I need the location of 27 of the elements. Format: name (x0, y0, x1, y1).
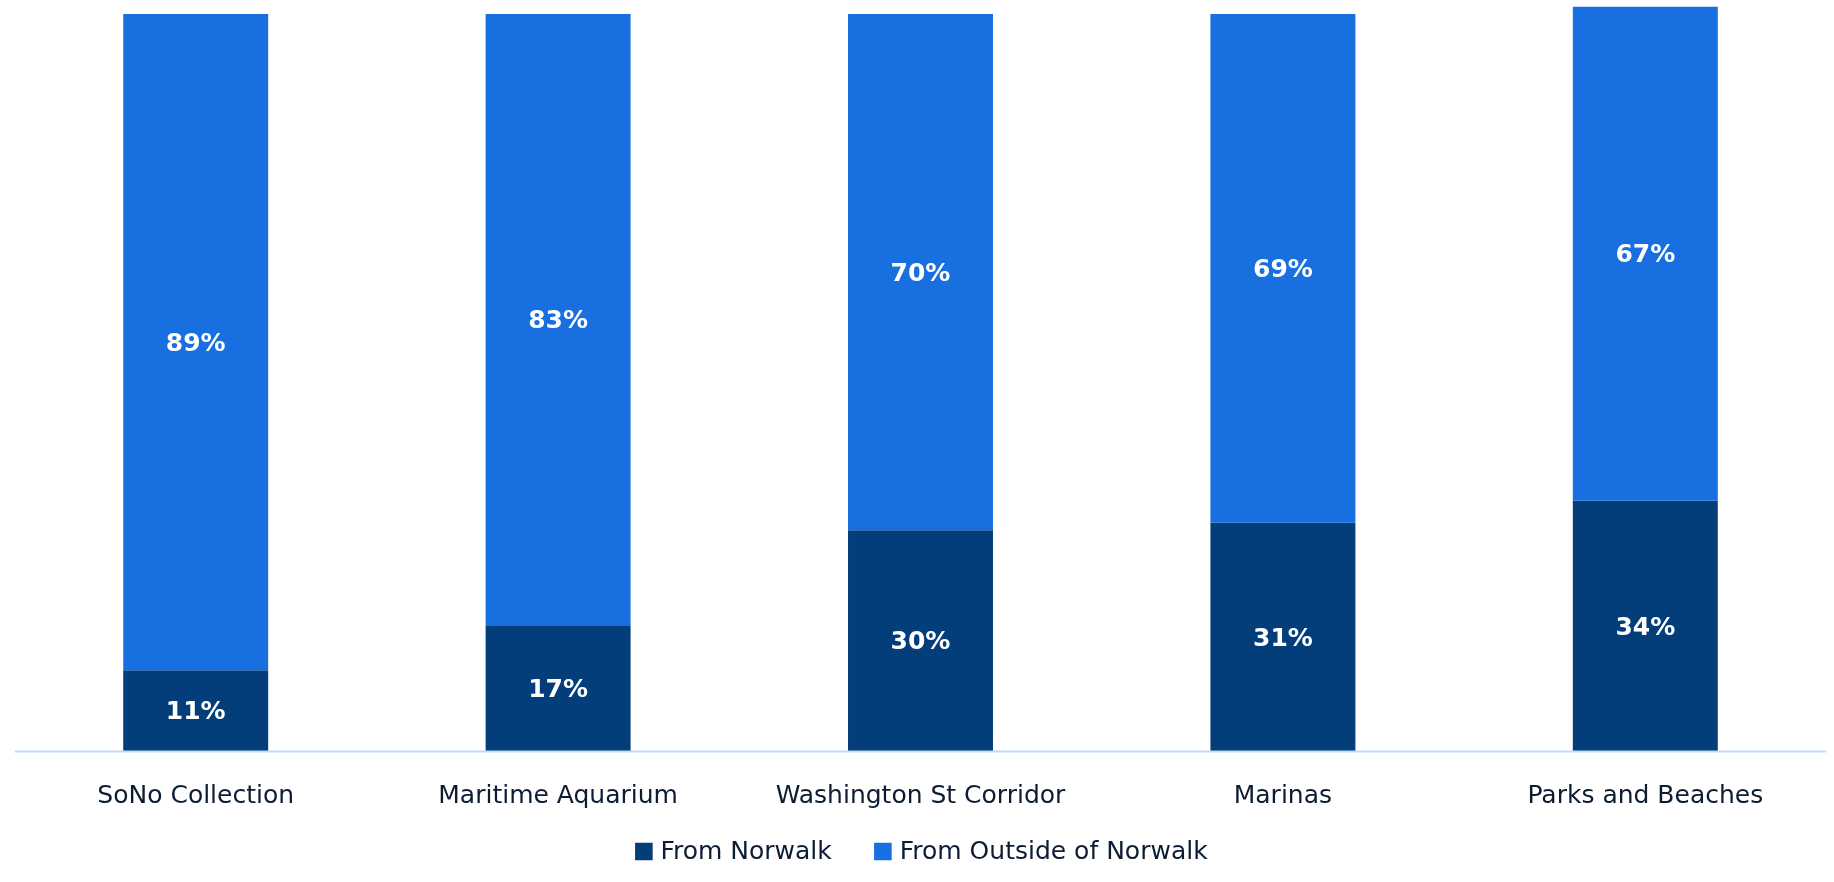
data-label: 30% (890, 626, 951, 656)
bar (1572, 500, 1718, 752)
x-tick-label: Parks and Beaches (1527, 779, 1764, 809)
bar (485, 13, 631, 627)
bar (1210, 13, 1356, 523)
x-tick-label: Marinas (1233, 779, 1333, 809)
bar (848, 530, 993, 752)
x-tick-label: Washington St Corridor (775, 779, 1067, 809)
data-label: 89% (165, 327, 226, 357)
data-label: 67% (1615, 239, 1676, 269)
bar (485, 626, 631, 752)
data-label: 11% (165, 696, 226, 726)
data-label: 70% (890, 257, 951, 287)
bar (848, 13, 993, 531)
x-tick-label: SoNo Collection (97, 779, 295, 809)
bar (123, 13, 269, 671)
legend-label: From Outside of Norwalk (899, 836, 1208, 865)
x-tick-label: Maritime Aquarium (438, 779, 678, 809)
bar (1572, 6, 1718, 501)
data-label: 34% (1615, 611, 1676, 641)
bar (123, 670, 269, 752)
data-label: 83% (528, 305, 589, 335)
data-label: 69% (1252, 253, 1313, 283)
bar (1210, 522, 1356, 752)
data-label: 17% (528, 674, 589, 704)
legend-label: From Norwalk (660, 836, 832, 865)
data-label: 31% (1252, 622, 1313, 652)
